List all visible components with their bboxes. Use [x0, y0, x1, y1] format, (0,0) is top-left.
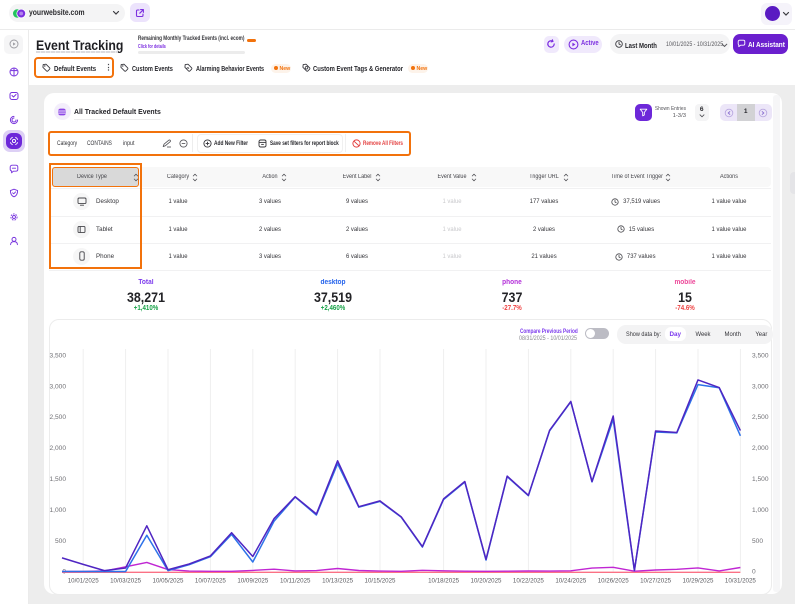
svg-text:10/27/2025: 10/27/2025 — [640, 578, 672, 585]
svg-text:1,500: 1,500 — [49, 476, 66, 483]
svg-text:1,000: 1,000 — [49, 507, 66, 514]
svg-text:3,000: 3,000 — [49, 383, 66, 390]
svg-text:3,500: 3,500 — [49, 352, 66, 359]
svg-text:1,500: 1,500 — [752, 476, 769, 483]
svg-text:10/26/2025: 10/26/2025 — [598, 578, 630, 585]
svg-text:10/29/2025: 10/29/2025 — [683, 578, 715, 585]
svg-text:10/03/2025: 10/03/2025 — [110, 578, 142, 585]
svg-text:3,500: 3,500 — [752, 352, 769, 359]
svg-text:10/01/2025: 10/01/2025 — [68, 578, 100, 585]
svg-text:2,000: 2,000 — [49, 445, 66, 452]
svg-text:2,000: 2,000 — [752, 445, 769, 452]
svg-text:10/09/2025: 10/09/2025 — [237, 578, 269, 585]
svg-text:10/24/2025: 10/24/2025 — [555, 578, 587, 585]
svg-text:10/15/2025: 10/15/2025 — [365, 578, 397, 585]
svg-text:10/11/2025: 10/11/2025 — [280, 578, 311, 585]
svg-text:10/31/2025: 10/31/2025 — [725, 578, 757, 585]
svg-text:10/22/2025: 10/22/2025 — [513, 578, 545, 585]
svg-text:10/05/2025: 10/05/2025 — [153, 578, 185, 585]
svg-text:500: 500 — [752, 538, 763, 545]
svg-text:2,500: 2,500 — [49, 414, 66, 421]
svg-text:2,500: 2,500 — [752, 414, 769, 421]
svg-text:3,000: 3,000 — [752, 383, 769, 390]
svg-text:1,000: 1,000 — [752, 507, 769, 514]
svg-text:0: 0 — [752, 569, 756, 576]
svg-text:500: 500 — [55, 538, 66, 545]
svg-text:10/13/2025: 10/13/2025 — [322, 578, 354, 585]
svg-text:10/18/2025: 10/18/2025 — [428, 578, 460, 585]
svg-text:10/07/2025: 10/07/2025 — [195, 578, 227, 585]
svg-text:10/20/2025: 10/20/2025 — [471, 578, 503, 585]
